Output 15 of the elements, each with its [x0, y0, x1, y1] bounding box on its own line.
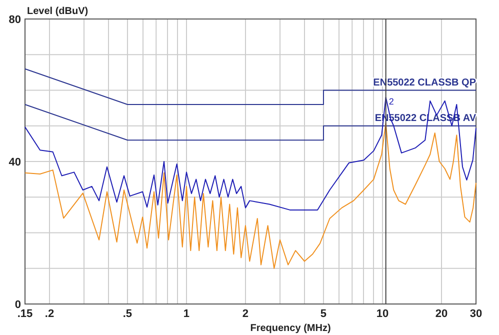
x-tick-label: 30 [470, 308, 482, 320]
x-tick-label: .5 [122, 308, 132, 320]
y-tick-label: 0 [14, 299, 21, 311]
y-axis-title: Level (dBuV) [27, 6, 88, 17]
x-tick-label: 2 [242, 308, 249, 320]
x-tick-label: 1 [183, 308, 190, 320]
x-tick-label: .15 [17, 308, 33, 320]
x-tick-label: 5 [320, 308, 327, 320]
x-tick-label: 10 [376, 308, 389, 320]
y-tick-label: 80 [8, 14, 21, 26]
x-axis-title: Frequency (MHz) [250, 323, 331, 334]
annotation: 2 [388, 96, 394, 106]
x-tick-label: .2 [44, 308, 54, 320]
y-tick-label: 40 [8, 156, 21, 168]
x-tick-label: 20 [435, 308, 448, 320]
